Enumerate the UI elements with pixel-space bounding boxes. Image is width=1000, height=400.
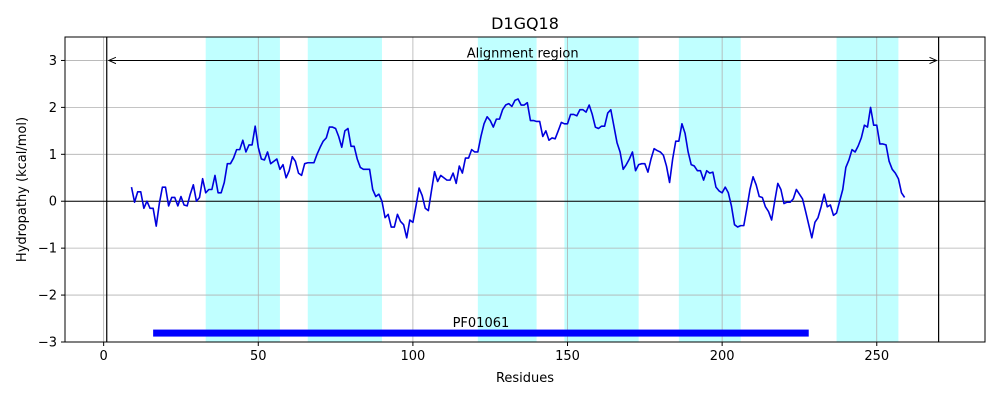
highlight-region-4 bbox=[564, 37, 639, 342]
highlight-region-2 bbox=[307, 37, 382, 342]
domain-label: PF01061 bbox=[453, 316, 510, 331]
highlight-region-5 bbox=[678, 37, 741, 342]
plot-frame bbox=[64, 36, 986, 343]
y-axis: −3 −2 −1 0 1 2 3 bbox=[38, 54, 65, 351]
y-axis-label: Hydropathy (kcal/mol) bbox=[15, 117, 30, 262]
x-axis: 0 50 100 150 200 250 bbox=[100, 342, 889, 364]
series-layer bbox=[130, 98, 906, 239]
x-tick-label: 50 bbox=[250, 349, 267, 364]
x-tick-label: 200 bbox=[710, 349, 735, 364]
x-tick-label: 100 bbox=[400, 349, 425, 364]
highlight-regions bbox=[205, 37, 899, 342]
y-tick-label: 0 bbox=[49, 195, 57, 210]
y-tick-label: 1 bbox=[49, 148, 57, 163]
chart-title: D1GQ18 bbox=[491, 14, 559, 33]
x-tick-label: 250 bbox=[864, 349, 889, 364]
highlight-region-3 bbox=[477, 37, 537, 342]
annotations: Alignment region PF01061 bbox=[109, 46, 937, 337]
y-tick-label: −3 bbox=[38, 336, 57, 351]
reference-lines bbox=[65, 37, 985, 342]
highlight-region-6 bbox=[836, 37, 899, 342]
x-tick-label: 150 bbox=[555, 349, 580, 364]
x-tick-label: 0 bbox=[100, 349, 108, 364]
y-tick-label: −2 bbox=[38, 289, 57, 304]
hydropathy-line-1 bbox=[130, 98, 906, 239]
y-tick-label: 2 bbox=[49, 101, 57, 116]
x-axis-label: Residues bbox=[496, 371, 554, 386]
y-tick-label: −1 bbox=[38, 242, 57, 257]
domain-bar bbox=[153, 329, 809, 337]
alignment-label: Alignment region bbox=[467, 46, 579, 61]
y-tick-label: 3 bbox=[49, 54, 57, 69]
